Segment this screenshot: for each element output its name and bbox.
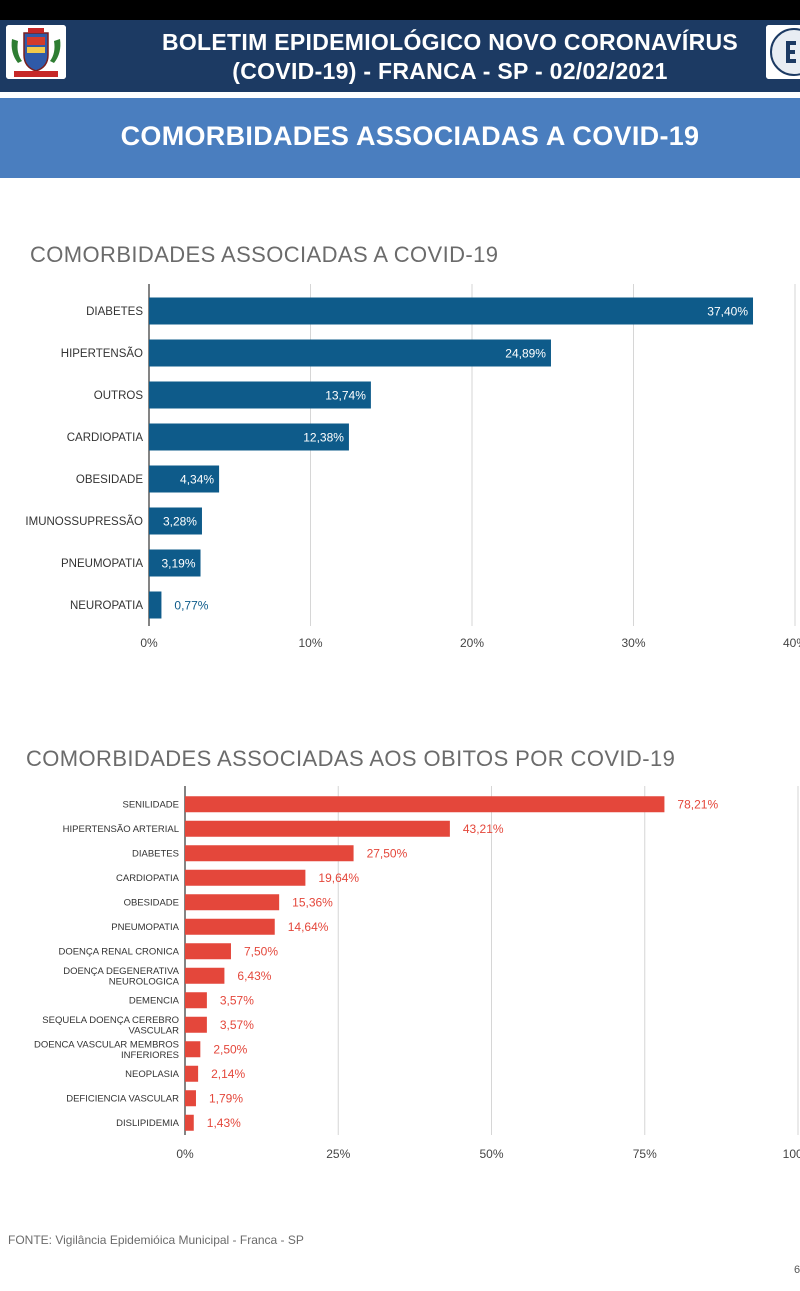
value-label: 2,50% (213, 1043, 247, 1057)
value-label: 7,50% (244, 945, 278, 959)
value-label: 15,36% (292, 896, 333, 910)
value-label: 78,21% (677, 798, 718, 812)
value-label: 14,64% (288, 920, 329, 934)
health-department-logo-icon (766, 25, 800, 79)
category-label: DOENÇA DEGENERATIVA NEUROLOGICA (63, 966, 179, 988)
bar (149, 591, 162, 619)
category-label: OBESIDADE (76, 474, 143, 486)
category-label: NEUROPATIA (70, 600, 143, 612)
bar (149, 381, 371, 409)
chart1-comorbidities: 0% 10% 20% 30% 40% DIABETES 37,40% HIPERTENSÃO 2… (25, 284, 800, 650)
value-label: 37,40% (707, 304, 748, 318)
value-label: 3,28% (163, 514, 197, 528)
bar (149, 465, 220, 493)
city-coat-of-arms-icon (6, 25, 66, 79)
bulletin-title: BOLETIM EPIDEMIOLÓGICO NOVO CORONAVÍRUS … (100, 28, 800, 86)
value-label: 3,57% (220, 1018, 254, 1032)
value-label: 3,57% (220, 994, 254, 1008)
bulletin-title-line1: BOLETIM EPIDEMIOLÓGICO NOVO CORONAVÍRUS (161, 29, 739, 55)
category-label: DOENÇA RENAL CRONICA (58, 947, 179, 958)
page-number: 6 (794, 1264, 800, 1276)
category-label: HIPERTENSÃO (61, 347, 143, 360)
value-label: 0,77% (174, 598, 208, 612)
category-label: CARDIOPATIA (116, 873, 180, 884)
section-banner: COMORBIDADES ASSOCIADAS A COVID-19 (0, 98, 800, 178)
x-tick-label: 0% (140, 636, 158, 650)
bar (185, 1090, 196, 1107)
status-bar (0, 0, 800, 20)
category-label: SEQUELA DOENÇA CEREBRO VASCULAR (42, 1015, 179, 1036)
category-label: DIABETES (132, 849, 179, 860)
x-tick-label: 75% (633, 1147, 657, 1161)
value-label: 3,19% (161, 556, 195, 570)
bar (185, 1041, 201, 1058)
category-label: DIABETES (86, 306, 143, 318)
x-tick-label: 20% (460, 636, 484, 650)
bar (185, 845, 354, 862)
category-label: OUTROS (94, 390, 144, 402)
value-label: 12,38% (303, 430, 344, 444)
x-tick-label: 0% (176, 1147, 194, 1161)
category-label: SENILIDADE (123, 800, 180, 811)
bar (185, 894, 280, 911)
value-label: 1,43% (207, 1116, 241, 1130)
category-label: OBESIDADE (124, 898, 179, 909)
bar (185, 796, 665, 813)
bar (149, 549, 201, 577)
category-label: CARDIOPATIA (67, 432, 144, 444)
value-label: 13,74% (325, 388, 366, 402)
bar (185, 918, 275, 935)
bar (185, 869, 306, 886)
value-label: 4,34% (180, 472, 214, 486)
value-label: 27,50% (367, 847, 408, 861)
bulletin-title-line2: (COVID-19) - FRANCA - SP - 02/02/2021 (232, 58, 668, 84)
bar (185, 1016, 207, 1033)
value-label: 43,21% (463, 822, 504, 836)
bar (185, 1065, 199, 1082)
bar (149, 297, 754, 325)
chart2-title: COMORBIDADES ASSOCIADAS AOS OBITOS POR C… (26, 746, 676, 771)
x-tick-label: 100% (783, 1147, 800, 1161)
bar (149, 507, 202, 535)
category-label: PNEUMOPATIA (61, 558, 143, 570)
x-tick-label: 50% (479, 1147, 503, 1161)
bar (185, 943, 231, 960)
category-label: PNEUMOPATIA (111, 922, 179, 933)
chart1-title: COMORBIDADES ASSOCIADAS A COVID-19 (30, 242, 499, 267)
category-label: DISLIPIDEMIA (116, 1118, 179, 1129)
bar (185, 820, 450, 837)
section-banner-title: COMORBIDADES ASSOCIADAS A COVID-19 (120, 121, 700, 151)
x-tick-label: 10% (298, 636, 322, 650)
category-label: DOENCA VASCULAR MEMBROS INFERIORES (34, 1039, 179, 1061)
category-label: DEFICIENCIA VASCULAR (66, 1094, 179, 1105)
source-note: FONTE: Vigilância Epidemióica Municipal … (8, 1233, 304, 1247)
bar (149, 423, 349, 451)
category-label: DEMENCIA (129, 996, 180, 1007)
value-label: 24,89% (505, 346, 546, 360)
bar (149, 339, 551, 367)
bar (185, 1114, 194, 1131)
value-label: 2,14% (211, 1067, 245, 1081)
x-tick-label: 40% (783, 636, 800, 650)
header: BOLETIM EPIDEMIOLÓGICO NOVO CORONAVÍRUS … (0, 20, 800, 92)
bar (185, 992, 207, 1009)
bar (185, 967, 225, 984)
category-label: NEOPLASIA (125, 1069, 180, 1080)
category-label: IMUNOSSUPRESSÃO (25, 515, 143, 528)
x-tick-label: 25% (326, 1147, 350, 1161)
value-label: 19,64% (318, 871, 359, 885)
chart2-comorbidities-deaths: 0% 25% 50% 75% 100% SENILIDADE 78,21% HIPERTENS… (34, 786, 800, 1161)
x-tick-label: 30% (621, 636, 645, 650)
category-label: HIPERTENSÃO ARTERIAL (63, 824, 179, 835)
value-label: 1,79% (209, 1092, 243, 1106)
value-label: 6,43% (237, 969, 271, 983)
